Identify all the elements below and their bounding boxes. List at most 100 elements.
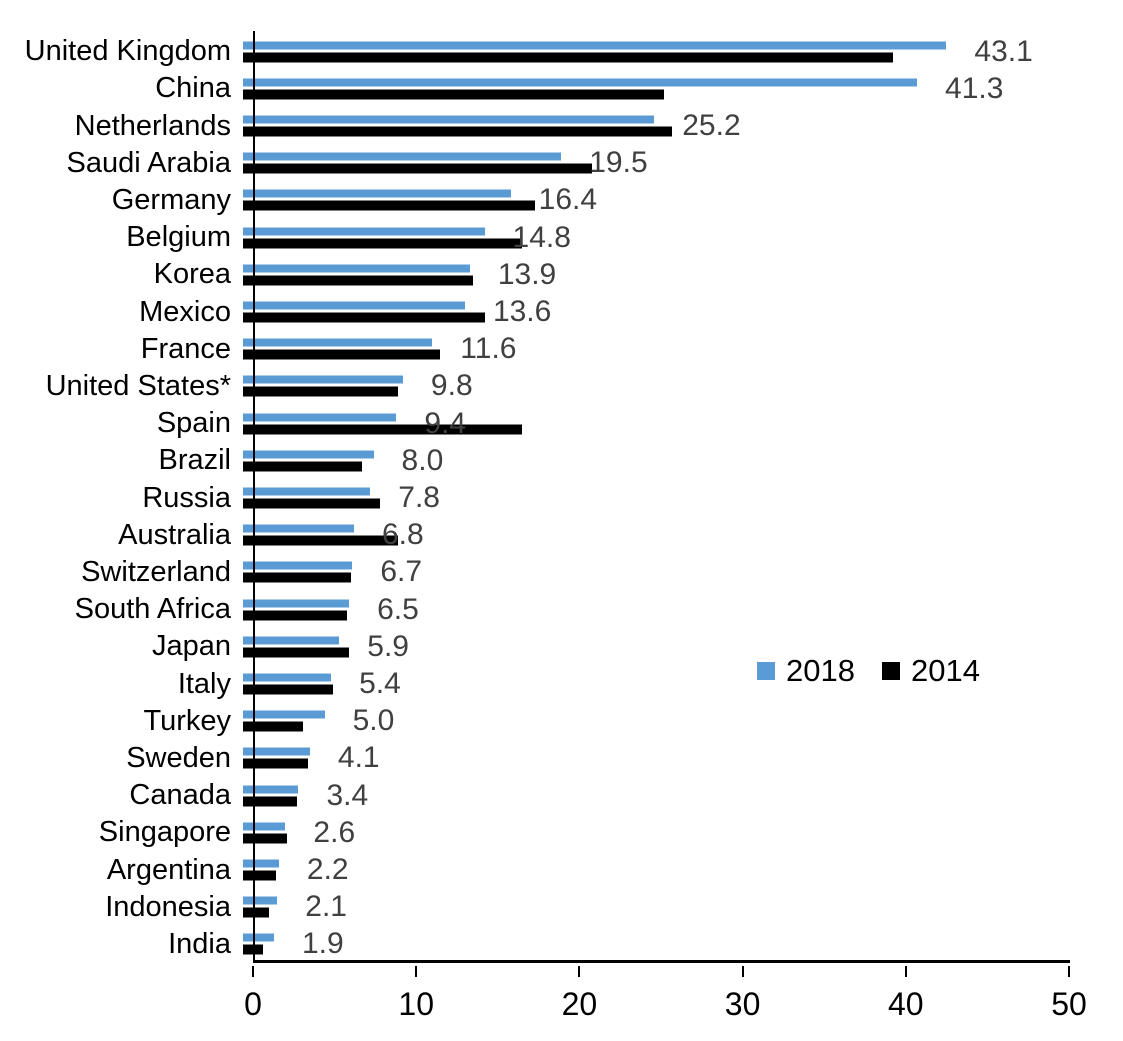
- bar-group: 2.2: [243, 851, 1059, 888]
- category-label: Brazil: [158, 444, 231, 477]
- bar-row: Indonesia 2.1: [0, 889, 1069, 926]
- legend-label-2014: 2014: [910, 653, 980, 688]
- value-label: 11.6: [460, 332, 517, 366]
- bar-group: 11.6: [243, 331, 1059, 368]
- value-label: 13.6: [492, 295, 552, 329]
- bar-row: Australia 6.8: [0, 517, 1069, 554]
- value-label: 6.5: [377, 592, 419, 626]
- bar-2018: [243, 599, 350, 608]
- x-tick-mark: [578, 966, 581, 977]
- bar-2014: [243, 89, 665, 100]
- value-label: 8.0: [401, 443, 444, 477]
- bar-group: 41.3: [243, 70, 1059, 107]
- value-label: 41.3: [945, 71, 1004, 105]
- bar-row: Singapore 2.6: [0, 814, 1069, 851]
- category-label: Australia: [118, 518, 231, 551]
- category-label: Germany: [111, 183, 231, 216]
- x-tick-mark: [252, 966, 254, 977]
- value-label: 13.9: [497, 257, 557, 291]
- x-tick-label: 0: [244, 986, 262, 1022]
- value-label: 2.6: [313, 815, 356, 849]
- bar-2018: [243, 413, 397, 422]
- category-label: United States*: [45, 369, 231, 402]
- bar-2018: [243, 487, 371, 496]
- legend-swatch-2014: [881, 661, 900, 680]
- category-label: Singapore: [98, 816, 231, 849]
- bar-row: Russia 7.8: [0, 479, 1069, 516]
- value-label: 5.9: [367, 629, 409, 663]
- x-tick-mark: [904, 966, 907, 977]
- bar-row: Germany 16.4: [0, 182, 1069, 219]
- category-label: Switzerland: [81, 555, 231, 588]
- bar-2014: [243, 52, 893, 63]
- bar-2018: [243, 747, 310, 756]
- bar-2018: [243, 561, 353, 570]
- bar-group: 7.8: [243, 479, 1059, 516]
- bar-2014: [243, 312, 485, 323]
- legend-swatch-2018: [757, 661, 775, 680]
- bar-group: 5.4: [243, 665, 1059, 702]
- bar-row: Italy 5.4: [0, 665, 1069, 702]
- category-label: Russia: [142, 481, 231, 514]
- bar-row: United States* 9.8: [0, 368, 1069, 405]
- category-label: Canada: [129, 779, 231, 812]
- value-label: 9.8: [430, 369, 473, 403]
- bar-2018: [243, 41, 947, 50]
- bar-2018: [243, 227, 485, 236]
- bar-row: Belgium 14.8: [0, 219, 1069, 256]
- bar-2014: [243, 684, 333, 695]
- bar-2018: [243, 710, 325, 719]
- category-label: Italy: [177, 667, 231, 700]
- x-tick-mark: [415, 966, 418, 977]
- bar-2014: [243, 944, 263, 955]
- bar-2018: [243, 450, 374, 459]
- bar-2014: [243, 424, 523, 435]
- bar-row: Saudi Arabia 19.5: [0, 145, 1069, 182]
- bar-group: 9.4: [243, 405, 1059, 442]
- bar-row: South Africa 6.5: [0, 591, 1069, 628]
- bar-group: 2.6: [243, 814, 1059, 851]
- category-label: Saudi Arabia: [66, 146, 231, 179]
- bar-row: United Kingdom 43.1: [0, 33, 1069, 70]
- bar-2014: [243, 238, 523, 249]
- bar-2014: [243, 461, 363, 472]
- bar-2014: [243, 572, 351, 583]
- category-label: South Africa: [74, 593, 231, 626]
- bar-group: 1.9: [243, 926, 1059, 963]
- category-label: United Kingdom: [24, 35, 231, 68]
- bar-2018: [243, 636, 340, 645]
- bar-2014: [243, 907, 270, 918]
- x-tick-label: 50: [1051, 986, 1087, 1022]
- bar-group: 43.1: [243, 33, 1059, 70]
- category-label: France: [140, 332, 231, 365]
- category-label: Argentina: [106, 853, 231, 886]
- legend-label-2018: 2018: [786, 653, 855, 688]
- value-label: 1.9: [302, 927, 344, 961]
- category-label: Turkey: [143, 704, 231, 737]
- value-label: 25.2: [682, 109, 741, 142]
- bar-2018: [243, 933, 274, 942]
- bar-group: 4.1: [243, 740, 1059, 777]
- bar-row: Switzerland 6.7: [0, 554, 1069, 591]
- value-label: 5.0: [352, 704, 395, 738]
- bar-row: Mexico 13.6: [0, 293, 1069, 330]
- category-label: India: [168, 927, 231, 960]
- bar-group: 13.6: [243, 293, 1059, 330]
- bar-2018: [243, 78, 918, 87]
- bar-2014: [243, 163, 593, 174]
- value-label: 14.8: [512, 220, 571, 254]
- bar-row: Korea 13.9: [0, 256, 1069, 293]
- bar-group: 6.5: [243, 591, 1059, 628]
- bar-2014: [243, 870, 276, 881]
- bar-group: 19.5: [243, 145, 1059, 182]
- bar-group: 6.7: [243, 554, 1059, 591]
- bar-2014: [243, 349, 441, 360]
- value-label: 4.1: [337, 741, 380, 775]
- x-axis: 0 10 20 30 40 50: [244, 966, 1087, 1036]
- x-tick-label: 30: [724, 986, 761, 1022]
- category-label: Korea: [153, 258, 231, 291]
- bar-row: Netherlands 25.2: [0, 107, 1069, 144]
- category-label: Japan: [151, 630, 231, 663]
- bar-row: Argentina 2.2: [0, 851, 1069, 888]
- bar-2018: [243, 859, 279, 868]
